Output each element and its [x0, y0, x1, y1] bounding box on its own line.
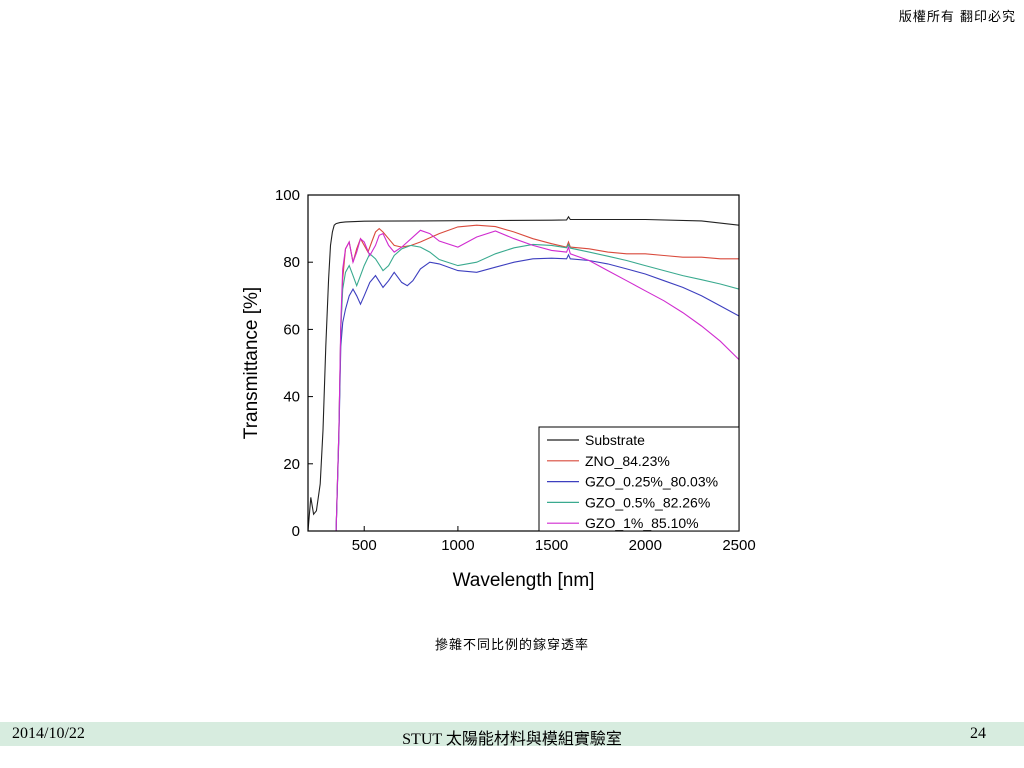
footer-lab-title: STUT 太陽能材料與模組實驗室 — [402, 731, 622, 748]
y-tick-label: 60 — [283, 321, 300, 338]
x-tick-label: 2000 — [629, 537, 662, 554]
chart-svg: 500 1000 1500 2000 2500 0 20 40 60 80 100 Wavelengt… — [241, 187, 756, 591]
x-tick-label: 500 — [352, 537, 377, 554]
legend-label-4: GZO_1%_85.10% — [585, 515, 699, 531]
footer-page-number: 24 — [970, 725, 986, 742]
legend-label-2: GZO_0.25%_80.03% — [585, 474, 718, 490]
series-line-3 — [308, 243, 739, 531]
x-axis-title: Wavelength [nm] — [453, 570, 595, 591]
x-tick-label: 1500 — [535, 537, 568, 554]
plot-frame — [307, 194, 740, 532]
y-tick-label: 100 — [275, 187, 300, 204]
legend-box — [538, 426, 740, 532]
legend-label-0: Substrate — [585, 432, 645, 448]
transmittance-chart: 500 1000 1500 2000 2500 0 20 40 60 80 100 Wavelengt… — [232, 180, 772, 600]
series-line-0 — [308, 215, 739, 531]
y-tick-label: 80 — [283, 254, 300, 271]
footer-date: 2014/10/22 — [12, 725, 85, 742]
series-line-2 — [308, 253, 739, 531]
footer-bar: 2014/10/22 STUT 太陽能材料與模組實驗室 24 — [0, 722, 1024, 748]
series-line-4 — [308, 229, 739, 531]
copyright-notice: 版權所有 翻印必究 — [898, 10, 1016, 25]
y-tick-label: 40 — [283, 389, 300, 406]
legend-label-3: GZO_0.5%_82.26% — [585, 494, 710, 510]
legend-label-1: ZNO_84.23% — [585, 453, 670, 469]
y-tick-label: 0 — [292, 523, 300, 540]
x-tick-label: 2500 — [722, 537, 755, 554]
figure-caption: 摻雜不同比例的鎵穿透率 — [434, 638, 589, 653]
x-tick-label: 1000 — [441, 537, 474, 554]
y-axis-title: Transmittance [%] — [241, 287, 262, 439]
y-tick-label: 20 — [283, 456, 300, 473]
